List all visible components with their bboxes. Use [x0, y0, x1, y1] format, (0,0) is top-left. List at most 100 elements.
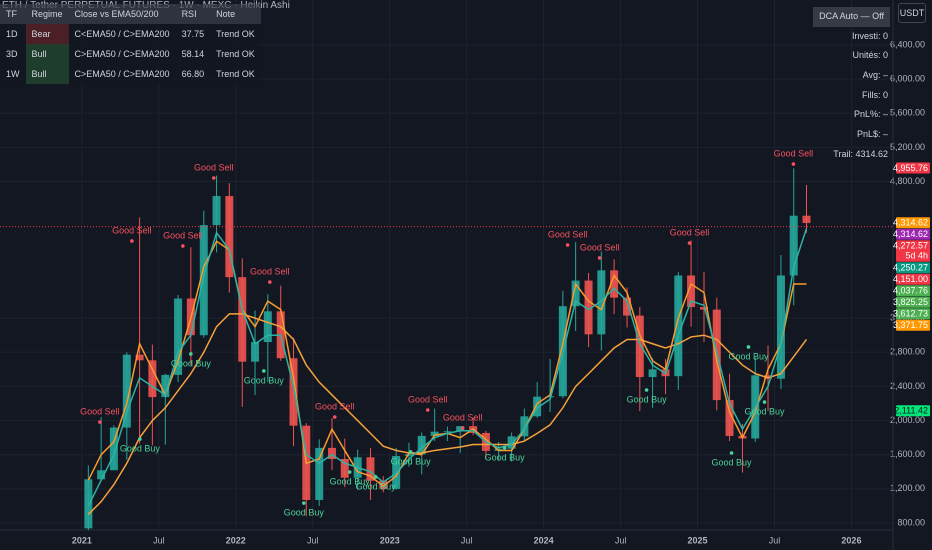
candle-body [327, 447, 336, 459]
signal-dot [268, 280, 272, 284]
x-tick-label: 2022 [226, 535, 246, 545]
candle-body [251, 342, 260, 362]
x-tick-label: 2025 [688, 535, 708, 545]
signal-label: Good Sell [443, 412, 483, 422]
x-tick-label: 2021 [72, 535, 92, 545]
candle-body [84, 479, 93, 529]
signal-label: Good Sell [80, 406, 120, 416]
candle-body [802, 215, 811, 223]
table-cell: 37.75 [175, 24, 211, 44]
price-tag-label: 4,314.62 [893, 229, 928, 239]
price-tag-countdown: 5d 4h [905, 251, 928, 261]
price-tag-label: 3,825.25 [893, 297, 928, 307]
signal-label: Good Buy [712, 457, 753, 467]
candle-body [109, 427, 118, 471]
candle-body [533, 396, 542, 417]
candle-body [507, 436, 516, 449]
signal-label: Good Buy [728, 351, 769, 361]
candle-body [430, 431, 439, 436]
signal-label: Good Sell [408, 394, 448, 404]
signal-dot [373, 475, 378, 479]
y-tick-label: 800.00 [897, 517, 925, 527]
price-tag-label: 3,371.75 [893, 320, 928, 330]
table-cell: 66.80 [175, 64, 211, 84]
price-tag-label: 4,037.76 [893, 286, 928, 296]
signal-dot [130, 239, 134, 243]
candle-body [289, 358, 298, 426]
table-cell: C<EMA50 / C>EMA200 [68, 24, 176, 44]
candle-body [404, 454, 413, 456]
price-tag [896, 262, 930, 274]
status-table: TF Regime Close vs EMA50/200 RSI Note 1D Bear C… [0, 4, 261, 84]
signal-label: Good Buy [120, 443, 161, 453]
candle-body [238, 277, 247, 362]
column-header: Close vs EMA50/200 [68, 4, 176, 24]
candle-body [122, 354, 131, 428]
candle-body [764, 375, 773, 379]
table-row: 1W Bull C>EMA50 / C>EMA200 66.80 Trend OK [0, 64, 261, 84]
signal-label: Good Sell [548, 229, 588, 239]
currency-button[interactable]: USDT [898, 3, 926, 23]
candle-body [674, 275, 683, 377]
dca-line: Investi: 0 [851, 30, 888, 41]
signal-label: Good Buy [284, 507, 325, 517]
dca-line: PnL$: – [856, 129, 888, 140]
candle-body [520, 416, 529, 437]
indicator-line [87, 313, 808, 515]
candle-body [597, 270, 606, 335]
x-tick-label: 2023 [380, 535, 400, 545]
candle-body [648, 369, 657, 378]
price-tag [896, 162, 930, 174]
dca-line: Trail: 4314.62 [833, 148, 888, 159]
signal-dot [138, 437, 142, 441]
dca-line: Fills: 0 [861, 89, 888, 100]
table-cell: Trend OK [210, 44, 261, 64]
candle-body [456, 426, 465, 432]
signal-dot [644, 388, 649, 392]
table-cell: 3D [0, 44, 26, 64]
signal-dot [425, 408, 430, 412]
candle-body [225, 196, 234, 278]
signal-label: Good Sell [112, 225, 152, 235]
y-tick-label: 2,800.00 [890, 347, 925, 357]
signal-label: Good Buy [627, 394, 668, 404]
dca-line: Unités: 0 [852, 50, 888, 61]
price-tag [896, 240, 930, 262]
y-tick-label: 6,000.00 [890, 74, 925, 84]
x-tick-label: Jul [769, 535, 781, 545]
price-tag [896, 273, 930, 285]
candle-body [199, 225, 208, 336]
candle-body [610, 270, 619, 298]
price-tag [896, 405, 930, 417]
table-row: 1D Bear C<EMA50 / C>EMA200 37.75 Trend OK [0, 24, 261, 44]
table-cell: 1W [0, 64, 26, 84]
table-cell: Bull [25, 44, 69, 64]
price-tag [896, 296, 930, 308]
price-tag-label: 3,612.73 [893, 309, 928, 319]
signal-dot [687, 241, 692, 245]
candle-body [789, 215, 798, 276]
signal-label: Good Sell [250, 266, 290, 276]
candle-body [148, 360, 157, 398]
signal-label: Good Buy [744, 406, 785, 416]
x-tick-label: 2024 [534, 535, 554, 545]
header-row: TF Regime Close vs EMA50/200 RSI Note [0, 4, 261, 24]
signal-dot [460, 426, 465, 430]
candle-body [443, 431, 452, 433]
dca-panel: DCA Auto — Off Investi: 0 Unités: 0 Avg: – F… [813, 7, 890, 165]
candle-body [379, 480, 388, 489]
table-cell: 1D [0, 24, 26, 44]
y-tick-label: 6,400.00 [890, 39, 925, 49]
y-tick-label: 2,400.00 [890, 381, 925, 391]
candle-body [315, 447, 324, 500]
y-tick-label: 1,200.00 [890, 483, 925, 493]
table-cell: C>EMA50 / C>EMA200 [68, 64, 176, 84]
signal-dot [347, 470, 352, 474]
column-header: Note [210, 4, 261, 24]
price-tag-label: 4,250.27 [893, 263, 928, 273]
candle-body [687, 275, 696, 308]
signal-dot [729, 451, 734, 455]
signal-dot [262, 369, 266, 373]
signal-dot [597, 256, 602, 260]
